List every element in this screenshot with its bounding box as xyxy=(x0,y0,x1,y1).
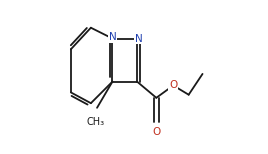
Text: O: O xyxy=(152,127,161,137)
Text: N: N xyxy=(109,32,116,42)
Text: CH₃: CH₃ xyxy=(87,117,105,127)
Text: O: O xyxy=(169,81,177,90)
Text: N: N xyxy=(135,34,143,43)
